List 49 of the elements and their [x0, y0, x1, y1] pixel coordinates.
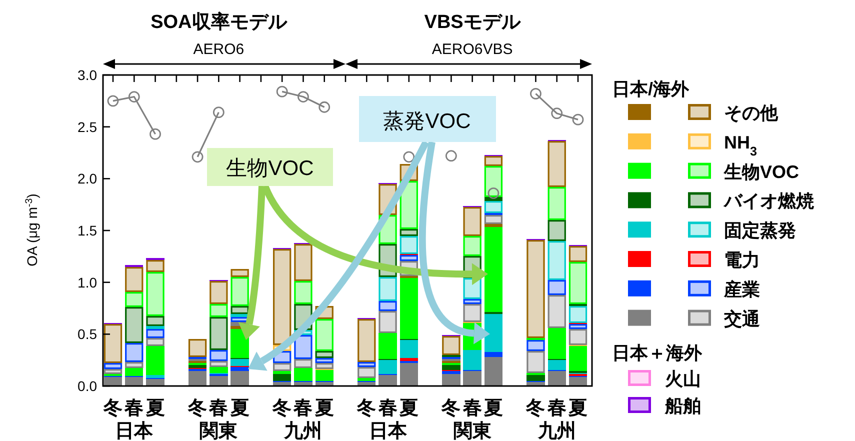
- legend-label: 産業: [723, 279, 760, 300]
- legend-label: NH$_{3}$: [724, 132, 758, 158]
- text: 日本: [368, 420, 408, 441]
- legend-title: 日本/海外: [612, 79, 690, 99]
- legend-label: 固定蒸発: [724, 220, 796, 241]
- text: 関東: [453, 420, 492, 441]
- x-tick-label: 夏: [398, 398, 418, 419]
- text: VBSモデル: [424, 12, 522, 33]
- legend-label: その他: [724, 103, 779, 123]
- text: 日本: [115, 420, 154, 441]
- x-tick-label: 夏: [144, 398, 165, 419]
- x-tick-label: 冬: [356, 398, 376, 419]
- text: 関東: [200, 420, 239, 441]
- y-tick-label: 0.5: [78, 326, 98, 342]
- x-tick-label: 冬: [525, 398, 546, 419]
- legend-label: 交通: [723, 308, 760, 329]
- y-tick-label: 1.5: [78, 222, 98, 238]
- y-tick-label: 3.0: [78, 67, 98, 83]
- x-tick-label: 春: [208, 398, 228, 419]
- legend-label: 船舶: [664, 396, 701, 416]
- x-tick-label: 春: [546, 398, 566, 419]
- x-tick-label: 春: [377, 398, 398, 419]
- x-tick-label: 冬: [272, 398, 292, 419]
- x-tick-label: 夏: [229, 398, 250, 419]
- x-tick-label: 春: [292, 398, 313, 419]
- legend-label: 電力: [724, 250, 760, 270]
- legend-label: 生物VOC: [723, 162, 800, 182]
- x-tick-label: 冬: [187, 398, 208, 419]
- text: 日本＋海外: [612, 343, 702, 363]
- y-tick-label: 2.0: [78, 170, 98, 187]
- text: AERO6: [193, 41, 244, 58]
- x-tick-label: 冬: [102, 398, 122, 419]
- text: 九州: [283, 420, 322, 441]
- annotation: 蒸発VOC: [383, 110, 471, 133]
- x-tick-label: 夏: [482, 398, 503, 419]
- text: 九州: [536, 420, 576, 441]
- x-tick-label: 春: [462, 398, 482, 419]
- text: SOA収率モデル: [150, 11, 288, 33]
- y-tick-label: 0.0: [78, 378, 98, 394]
- y-tick-label: 2.5: [78, 118, 98, 135]
- y-tick-label: 1.0: [78, 274, 98, 290]
- x-tick-label: 春: [124, 398, 144, 419]
- text: AERO6VBS: [432, 41, 513, 58]
- annotation: 生物VOC: [226, 157, 314, 180]
- x-tick-label: 冬: [440, 398, 461, 419]
- x-tick-label: 夏: [314, 398, 334, 419]
- x-tick-label: 夏: [568, 398, 588, 419]
- legend-label: バイオ燃焼: [723, 191, 815, 212]
- legend-label: 火山: [664, 369, 701, 389]
